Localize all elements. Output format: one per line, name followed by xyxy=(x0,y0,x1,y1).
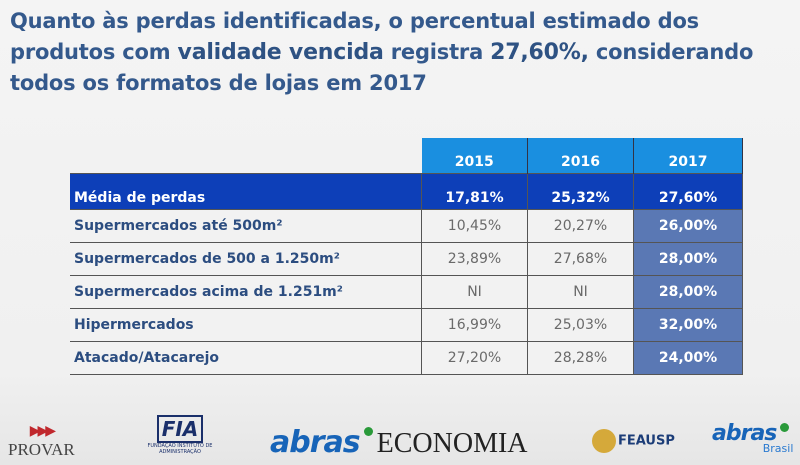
title-highlight-percent: 27,60%, xyxy=(490,40,589,65)
feausp-logo: FEAUSP xyxy=(592,429,675,453)
cell-2015: 16,99% xyxy=(421,308,528,342)
brasil-text: Brasil xyxy=(762,442,794,455)
feausp-text: FEAUSP xyxy=(618,433,675,449)
fea-seal-icon xyxy=(592,429,616,453)
row-label: Hipermercados xyxy=(70,308,422,342)
losses-table: 2015 2016 2017 Média de perdas 17,81% 25… xyxy=(70,138,743,375)
fia-subtitle: FUNDAÇÃO INSTITUTO DE ADMINISTRAÇÃO xyxy=(147,443,213,455)
row-label: Supermercados até 500m² xyxy=(70,209,422,243)
table-row: Atacado/Atacarejo 27,20% 28,28% 24,00% xyxy=(70,341,743,375)
provar-mark-icon: ▶▶▶ xyxy=(29,424,56,439)
footer-logos: ▶▶▶ PROVAR FIA FUNDAÇÃO INSTITUTO DE ADM… xyxy=(0,405,800,465)
abras-text: abras xyxy=(270,425,361,460)
title-text: Quanto às perdas identificadas, o percen… xyxy=(10,9,699,64)
title-text: considerando todos os formatos de lojas … xyxy=(10,40,754,95)
row-label: Média de perdas xyxy=(70,173,422,210)
abras-brasil-logo: abras Brasil xyxy=(712,421,793,455)
table-header-row: 2015 2016 2017 xyxy=(70,138,743,174)
cell-2017: 28,00% xyxy=(633,275,743,309)
cell-2017: 32,00% xyxy=(633,308,743,342)
table-row: Hipermercados 16,99% 25,03% 32,00% xyxy=(70,308,743,342)
registered-icon xyxy=(363,427,373,436)
header-empty-cell xyxy=(70,138,422,174)
cell-2017: 28,00% xyxy=(633,242,743,276)
cell-2015: NI xyxy=(421,275,528,309)
header-2015: 2015 xyxy=(421,138,528,174)
row-label: Atacado/Atacarejo xyxy=(70,341,422,375)
abras-economia-logo: abras ECONOMIA xyxy=(270,425,528,460)
cell-2016: 27,68% xyxy=(527,242,634,276)
cell-2016: 20,27% xyxy=(527,209,634,243)
cell-2016: 25,03% xyxy=(527,308,634,342)
economia-text: ECONOMIA xyxy=(376,428,528,459)
cell-2017: 27,60% xyxy=(633,173,743,210)
cell-2015: 27,20% xyxy=(421,341,528,375)
cell-2015: 17,81% xyxy=(421,173,528,210)
row-label: Supermercados de 500 a 1.250m² xyxy=(70,242,422,276)
average-row: Média de perdas 17,81% 25,32% 27,60% xyxy=(70,173,743,210)
registered-icon xyxy=(780,423,790,432)
cell-2016: 28,28% xyxy=(527,341,634,375)
table-row: Supermercados acima de 1.251m² NI NI 28,… xyxy=(70,275,743,309)
title-highlight-validade: validade vencida xyxy=(177,40,384,65)
cell-2015: 10,45% xyxy=(421,209,528,243)
provar-text: PROVAR xyxy=(8,440,75,459)
table-row: Supermercados até 500m² 10,45% 20,27% 26… xyxy=(70,209,743,243)
cell-2015: 23,89% xyxy=(421,242,528,276)
fia-logo: FIA FUNDAÇÃO INSTITUTO DE ADMINISTRAÇÃO xyxy=(145,415,215,465)
cell-2017: 24,00% xyxy=(633,341,743,375)
slide-title: Quanto às perdas identificadas, o percen… xyxy=(10,6,795,99)
cell-2017: 26,00% xyxy=(633,209,743,243)
cell-2016: 25,32% xyxy=(527,173,634,210)
title-text: registra xyxy=(383,40,491,64)
header-2016: 2016 xyxy=(527,138,634,174)
fia-text: FIA xyxy=(156,415,204,443)
abras-text: abras xyxy=(712,421,777,446)
header-2017: 2017 xyxy=(633,138,743,174)
table-row: Supermercados de 500 a 1.250m² 23,89% 27… xyxy=(70,242,743,276)
cell-2016: NI xyxy=(527,275,634,309)
provar-logo: ▶▶▶ PROVAR xyxy=(8,423,75,460)
row-label: Supermercados acima de 1.251m² xyxy=(70,275,422,309)
